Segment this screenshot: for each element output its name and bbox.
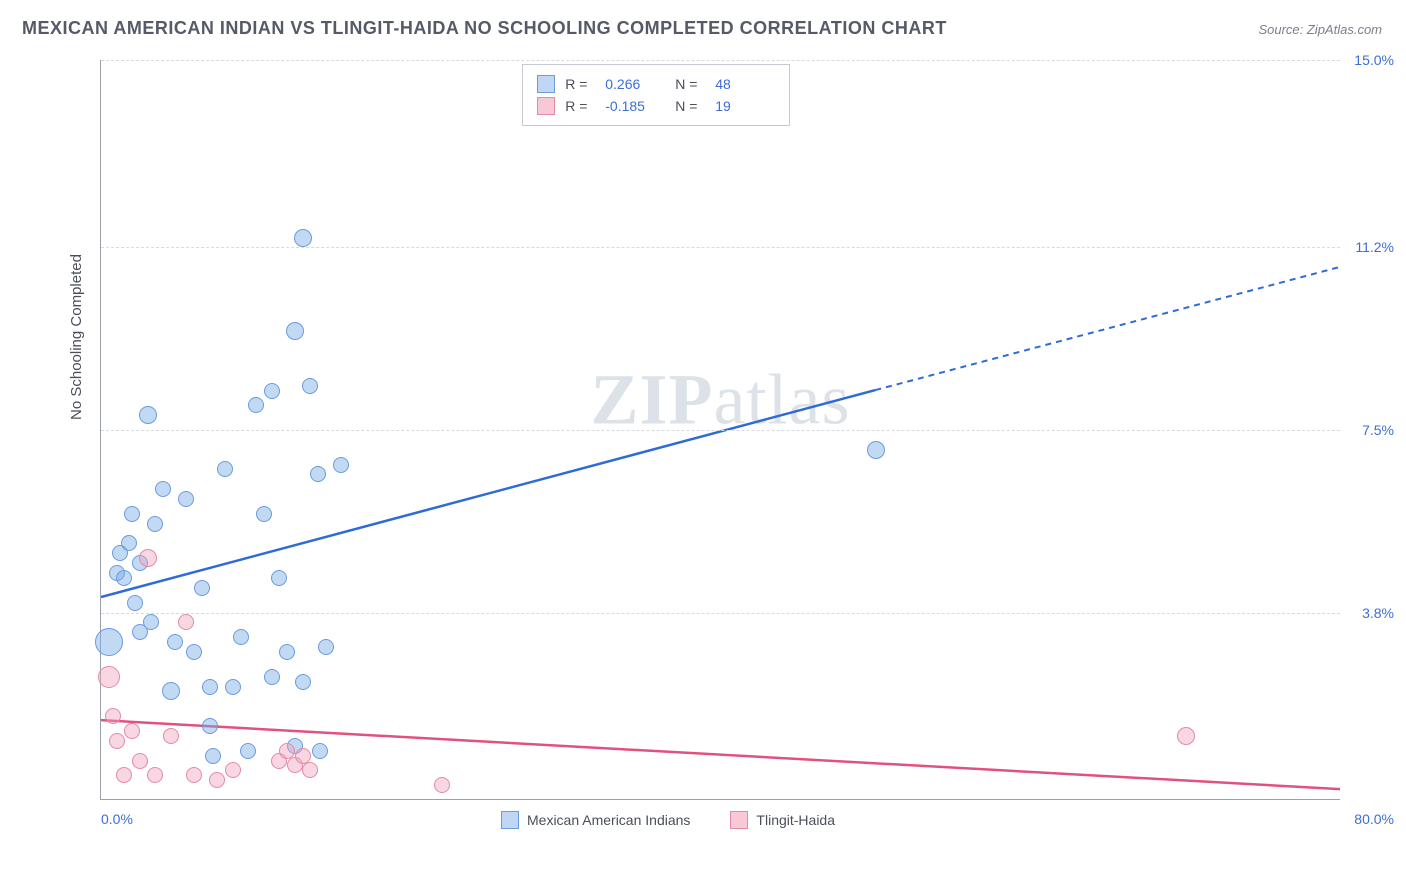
r-value: 0.266 xyxy=(605,73,665,95)
scatter-point xyxy=(279,743,295,759)
scatter-point xyxy=(139,406,157,424)
gridline xyxy=(101,613,1340,614)
y-tick-label: 3.8% xyxy=(1362,605,1394,621)
scatter-point xyxy=(434,777,450,793)
scatter-point xyxy=(147,767,163,783)
plot-region: ZIPatlas R =0.266N =48R =-0.185N =19 0.0… xyxy=(100,60,1340,800)
scatter-point xyxy=(127,595,143,611)
scatter-point xyxy=(124,723,140,739)
n-label: N = xyxy=(675,73,705,95)
scatter-point xyxy=(116,570,132,586)
watermark: ZIPatlas xyxy=(591,358,851,441)
r-value: -0.185 xyxy=(605,95,665,117)
legend-swatch xyxy=(537,75,555,93)
scatter-point xyxy=(155,481,171,497)
scatter-point xyxy=(333,457,349,473)
r-label: R = xyxy=(565,73,595,95)
scatter-point xyxy=(271,570,287,586)
scatter-point xyxy=(302,762,318,778)
legend-swatch xyxy=(501,811,519,829)
gridline xyxy=(101,247,1340,248)
scatter-point xyxy=(256,506,272,522)
scatter-point xyxy=(147,516,163,532)
scatter-point xyxy=(109,733,125,749)
scatter-point xyxy=(178,491,194,507)
scatter-point xyxy=(295,674,311,690)
x-axis-max-label: 80.0% xyxy=(1354,811,1394,827)
scatter-point xyxy=(143,614,159,630)
scatter-point xyxy=(217,461,233,477)
chart-title: MEXICAN AMERICAN INDIAN VS TLINGIT-HAIDA… xyxy=(22,18,947,39)
stats-legend-row: R = -0.185 N = 19 xyxy=(537,95,775,117)
scatter-point xyxy=(312,743,328,759)
scatter-point xyxy=(264,383,280,399)
scatter-point xyxy=(248,397,264,413)
trend-line xyxy=(875,267,1340,390)
scatter-point xyxy=(194,580,210,596)
chart-area: No Schooling Completed ZIPatlas R = 0.266… xyxy=(60,60,1360,830)
legend-item: Tlingit-Haida xyxy=(730,811,835,829)
watermark-rest: atlas xyxy=(714,359,851,439)
scatter-point xyxy=(295,748,311,764)
scatter-point xyxy=(264,669,280,685)
scatter-point xyxy=(162,682,180,700)
scatter-point xyxy=(105,708,121,724)
scatter-point xyxy=(95,628,123,656)
scatter-point xyxy=(186,767,202,783)
n-value: 19 xyxy=(715,95,775,117)
legend-label: Tlingit-Haida xyxy=(756,812,835,828)
scatter-point xyxy=(294,229,312,247)
scatter-point xyxy=(98,666,120,688)
stats-legend: R = 0.266 N = 48 R = -0.185 N = 19 xyxy=(522,64,790,126)
scatter-point xyxy=(233,629,249,645)
x-axis-min-label: 0.0% xyxy=(101,811,133,827)
scatter-point xyxy=(286,322,304,340)
gridline xyxy=(101,60,1340,61)
scatter-point xyxy=(178,614,194,630)
legend-item: Mexican American Indians xyxy=(501,811,690,829)
scatter-point xyxy=(116,767,132,783)
scatter-point xyxy=(310,466,326,482)
trend-line xyxy=(101,390,875,597)
scatter-point xyxy=(205,748,221,764)
scatter-point xyxy=(279,644,295,660)
scatter-point xyxy=(124,506,140,522)
r-label: R = xyxy=(565,95,595,117)
scatter-point xyxy=(209,772,225,788)
scatter-point xyxy=(240,743,256,759)
scatter-point xyxy=(132,753,148,769)
series-legend: Mexican American Indians Tlingit-Haida xyxy=(501,811,835,829)
scatter-point xyxy=(302,378,318,394)
watermark-bold: ZIP xyxy=(591,359,714,439)
scatter-point xyxy=(225,762,241,778)
scatter-point xyxy=(186,644,202,660)
scatter-point xyxy=(1177,727,1195,745)
source-attribution: Source: ZipAtlas.com xyxy=(1258,22,1382,37)
scatter-point xyxy=(225,679,241,695)
scatter-point xyxy=(167,634,183,650)
legend-swatch xyxy=(537,97,555,115)
n-label: N = xyxy=(675,95,705,117)
y-axis-title: No Schooling Completed xyxy=(68,254,85,420)
y-tick-label: 7.5% xyxy=(1362,422,1394,438)
n-value: 48 xyxy=(715,73,775,95)
scatter-point xyxy=(121,535,137,551)
scatter-point xyxy=(867,441,885,459)
y-tick-label: 11.2% xyxy=(1355,239,1394,255)
scatter-point xyxy=(202,679,218,695)
y-tick-label: 15.0% xyxy=(1354,52,1394,68)
scatter-point xyxy=(163,728,179,744)
stats-legend-row: R = 0.266 N = 48 xyxy=(537,73,775,95)
legend-label: Mexican American Indians xyxy=(527,812,690,828)
gridline xyxy=(101,430,1340,431)
scatter-point xyxy=(318,639,334,655)
scatter-point xyxy=(202,718,218,734)
scatter-point xyxy=(139,549,157,567)
legend-swatch xyxy=(730,811,748,829)
